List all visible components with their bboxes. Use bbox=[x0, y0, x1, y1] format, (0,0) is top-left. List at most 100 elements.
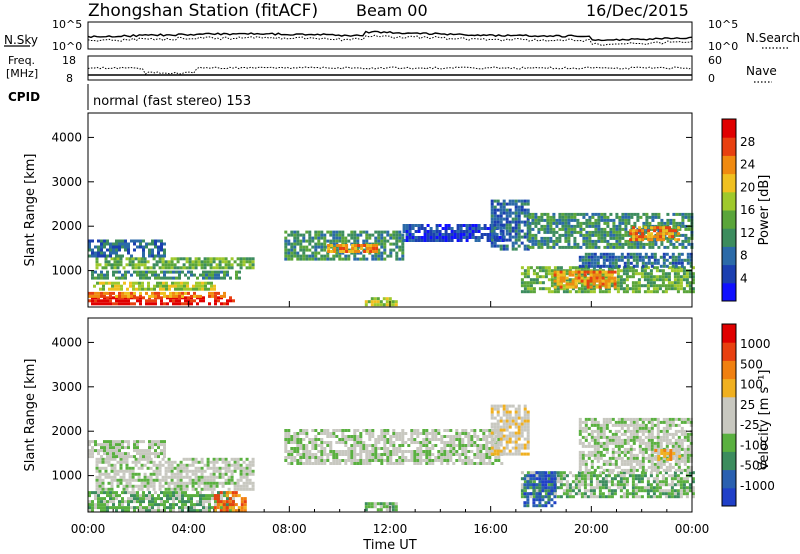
data-cell bbox=[608, 456, 612, 460]
data-cell bbox=[369, 244, 373, 247]
data-cell bbox=[526, 452, 530, 456]
data-cell bbox=[461, 462, 465, 465]
data-cell bbox=[88, 443, 91, 447]
data-cell bbox=[112, 443, 115, 447]
data-cell bbox=[688, 486, 692, 490]
data-cell bbox=[629, 438, 633, 442]
data-cell bbox=[115, 509, 118, 513]
data-cell bbox=[299, 438, 303, 441]
data-cell bbox=[672, 236, 676, 240]
data-cell bbox=[160, 270, 163, 274]
data-cell bbox=[408, 236, 412, 239]
data-cell bbox=[532, 471, 536, 475]
data-cell bbox=[148, 449, 151, 453]
data-cell bbox=[95, 257, 99, 261]
data-cell bbox=[584, 459, 588, 463]
data-cell bbox=[443, 441, 447, 444]
data-cell bbox=[130, 506, 133, 510]
data-cell bbox=[603, 221, 607, 225]
data-cell bbox=[526, 244, 530, 248]
data-cell bbox=[441, 236, 445, 239]
data-cell bbox=[591, 230, 595, 234]
data-cell bbox=[634, 486, 638, 490]
data-cell bbox=[687, 212, 691, 216]
data-cell bbox=[326, 251, 330, 255]
data-cell bbox=[541, 287, 545, 291]
data-cell bbox=[526, 428, 530, 432]
data-cell bbox=[514, 226, 518, 230]
data-cell bbox=[514, 437, 518, 441]
data-cell bbox=[529, 281, 533, 285]
data-cell bbox=[582, 212, 586, 216]
data-cell bbox=[98, 457, 102, 461]
data-cell bbox=[603, 233, 607, 237]
data-cell bbox=[589, 486, 593, 490]
data-cell bbox=[672, 245, 676, 249]
data-cell bbox=[125, 466, 129, 470]
data-cell bbox=[243, 503, 247, 507]
data-cell bbox=[154, 440, 157, 444]
data-cell bbox=[456, 227, 460, 230]
data-cell bbox=[178, 291, 181, 295]
data-cell bbox=[435, 236, 439, 239]
data-cell bbox=[148, 248, 151, 252]
data-cell bbox=[607, 492, 611, 496]
data-cell bbox=[213, 509, 217, 513]
data-cell bbox=[520, 208, 524, 212]
data-cell bbox=[581, 435, 585, 439]
data-cell bbox=[505, 211, 509, 215]
data-cell bbox=[459, 227, 463, 230]
data-cell bbox=[240, 503, 244, 507]
data-cell bbox=[149, 460, 153, 464]
data-cell bbox=[245, 484, 249, 488]
data-cell bbox=[529, 266, 533, 270]
data-cell bbox=[523, 211, 527, 215]
data-cell bbox=[137, 263, 141, 267]
data-cell bbox=[553, 275, 557, 279]
data-cell bbox=[194, 475, 198, 479]
data-cell bbox=[673, 483, 677, 487]
data-cell bbox=[601, 492, 605, 496]
data-cell bbox=[152, 266, 156, 270]
data-cell bbox=[564, 245, 568, 249]
data-cell bbox=[579, 227, 583, 231]
data-cell bbox=[613, 285, 617, 289]
data-cell bbox=[671, 252, 675, 256]
data-cell bbox=[160, 276, 163, 280]
data-cell bbox=[130, 302, 133, 306]
data-cell bbox=[200, 266, 204, 270]
data-cell bbox=[496, 202, 500, 206]
data-cell bbox=[514, 440, 518, 444]
data-cell bbox=[538, 483, 542, 487]
data-cell bbox=[570, 233, 574, 237]
data-cell bbox=[661, 284, 665, 288]
data-cell bbox=[559, 273, 563, 277]
data-cell bbox=[208, 273, 211, 277]
data-cell bbox=[359, 233, 363, 237]
data-cell bbox=[182, 466, 186, 470]
data-cell bbox=[293, 233, 297, 237]
data-cell bbox=[496, 449, 500, 453]
data-cell bbox=[493, 208, 497, 212]
data-cell bbox=[625, 269, 629, 273]
data-cell bbox=[94, 302, 97, 306]
data-cell bbox=[599, 453, 603, 457]
data-cell bbox=[374, 459, 378, 462]
data-cell bbox=[688, 483, 692, 487]
data-cell bbox=[179, 257, 183, 261]
data-cell bbox=[494, 444, 498, 447]
data-cell bbox=[496, 404, 500, 408]
data-cell bbox=[632, 232, 636, 236]
data-cell bbox=[618, 245, 622, 249]
data-cell bbox=[341, 429, 345, 432]
data-cell bbox=[523, 446, 527, 450]
data-cell bbox=[212, 463, 216, 467]
data-cell bbox=[580, 287, 584, 291]
data-cell bbox=[110, 457, 114, 461]
data-cell bbox=[367, 505, 371, 509]
data-cell bbox=[130, 294, 133, 298]
data-cell bbox=[305, 429, 309, 432]
data-cell bbox=[631, 492, 635, 496]
data-cell bbox=[610, 281, 614, 285]
data-cell bbox=[336, 244, 340, 247]
